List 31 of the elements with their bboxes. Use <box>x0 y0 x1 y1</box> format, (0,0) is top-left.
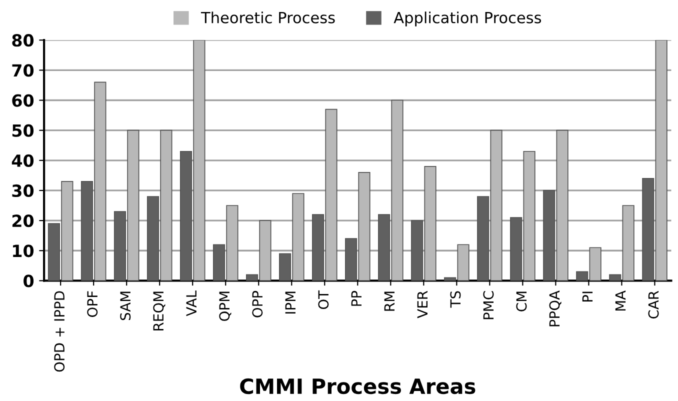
x-tick-label: IPM <box>285 292 296 314</box>
x-tick-label: RM <box>384 292 394 311</box>
x-tick-label: PMC <box>483 291 494 320</box>
y-tick-label: 70 <box>12 64 34 77</box>
x-tick-label: OPP <box>252 290 263 318</box>
y-tick-label: 30 <box>12 184 34 198</box>
legend-label: Theoretic Process <box>200 12 335 24</box>
y-tick-label: 50 <box>12 124 34 137</box>
x-tick-label: VER <box>417 290 428 318</box>
y-tick-label: 0 <box>24 274 34 288</box>
y-tick-label: 10 <box>13 244 34 258</box>
x-tick-label: CAR <box>648 290 659 318</box>
x-tick-label: OPF <box>87 291 98 317</box>
x-tick-label: REQM <box>153 292 166 330</box>
y-tick-label: 40 <box>12 154 34 167</box>
x-tick-label: TS <box>450 291 461 308</box>
y-tick-label: 20 <box>12 214 34 228</box>
x-tick-label: PPQA <box>549 290 562 326</box>
x-tick-label: MA <box>615 290 626 311</box>
x-tick-label: QPM <box>219 292 232 321</box>
y-tick-label: 80 <box>12 34 34 47</box>
x-tick-label: PP <box>351 290 362 306</box>
y-tick-label: 60 <box>12 94 34 107</box>
legend-label: Application Process <box>394 12 542 26</box>
x-tick-label: SAM <box>120 292 131 320</box>
x-tick-label: CM <box>516 292 527 312</box>
x-tick-label: PI <box>582 292 593 302</box>
x-tick-label: OT <box>318 290 329 310</box>
x-tick-label: OPD + IPPD <box>54 291 65 372</box>
x-tick-label: VAL <box>186 290 196 316</box>
x-axis-title: CMMI Process Areas <box>240 378 476 394</box>
